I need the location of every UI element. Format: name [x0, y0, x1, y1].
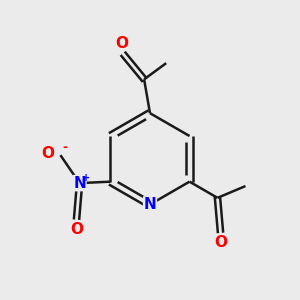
Text: -: -: [63, 141, 68, 154]
Text: O: O: [70, 222, 83, 237]
Text: O: O: [214, 235, 227, 250]
Text: O: O: [116, 36, 128, 51]
Text: O: O: [41, 146, 55, 161]
Text: N: N: [144, 197, 156, 212]
Text: N: N: [73, 176, 86, 190]
Text: +: +: [82, 173, 90, 183]
